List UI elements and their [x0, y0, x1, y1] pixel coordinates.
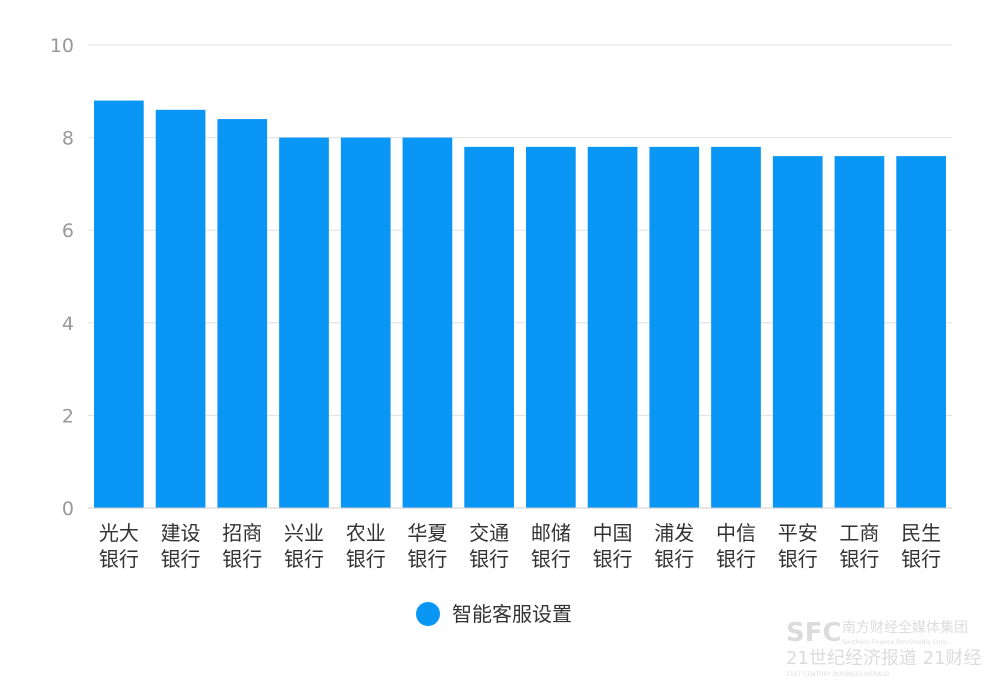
bars — [94, 100, 946, 509]
x-tick-label: 工商银行 — [839, 521, 879, 571]
x-axis-category-labels: 光大银行建设银行招商银行兴业银行农业银行华夏银行交通银行邮储银行中国银行浦发银行… — [99, 521, 941, 571]
bar[interactable] — [772, 156, 823, 508]
x-tick-label: 中信银行 — [716, 521, 756, 571]
bar[interactable] — [587, 146, 638, 509]
x-tick-label: 邮储银行 — [531, 521, 571, 571]
bar[interactable] — [526, 146, 576, 509]
x-tick-label: 农业银行 — [346, 521, 386, 571]
y-tick-label: 6 — [62, 220, 74, 242]
x-tick-label: 光大银行 — [99, 521, 139, 571]
x-tick-label: 中国银行 — [593, 521, 633, 571]
watermark: SFC 南方财经全媒体集团 Southern Finance Omnimedia… — [786, 618, 982, 678]
x-tick-label: 交通银行 — [469, 521, 509, 571]
x-tick-label: 建设银行 — [161, 521, 201, 571]
bar[interactable] — [711, 146, 761, 509]
y-tick-label: 10 — [50, 35, 74, 57]
bar[interactable] — [279, 137, 329, 508]
watermark-logo: SFC — [786, 618, 842, 648]
legend-label: 智能客服设置 — [452, 602, 572, 626]
bar[interactable] — [896, 156, 946, 508]
bar[interactable] — [217, 119, 268, 508]
bar[interactable] — [155, 109, 206, 508]
y-tick-label: 8 — [62, 128, 74, 150]
x-tick-label: 平安银行 — [778, 521, 818, 571]
bar[interactable] — [94, 100, 144, 508]
bar[interactable] — [340, 137, 391, 508]
watermark-group-name: 南方财经全媒体集团 — [842, 619, 968, 636]
legend-marker — [416, 602, 440, 626]
y-tick-label: 4 — [62, 313, 74, 335]
watermark-brand-line-en: 21ST CENTURY BUSINESS HERALD — [786, 671, 889, 678]
bar[interactable] — [834, 156, 885, 508]
y-tick-label: 2 — [62, 405, 74, 427]
y-tick-label: 0 — [62, 498, 74, 520]
x-tick-label: 浦发银行 — [654, 521, 694, 571]
bar[interactable] — [649, 146, 700, 509]
x-tick-label: 华夏银行 — [407, 521, 447, 571]
watermark-brand-line: 21世纪经济报道 21财经 — [786, 648, 982, 669]
legend[interactable]: 智能客服设置 — [416, 602, 572, 626]
x-tick-label: 民生银行 — [901, 521, 941, 571]
bar[interactable] — [402, 137, 453, 508]
y-axis-tick-labels: 0 2 4 6 8 10 — [50, 35, 74, 520]
x-tick-label: 招商银行 — [222, 521, 262, 571]
bar[interactable] — [464, 146, 514, 509]
watermark-group-name-en: Southern Finance Omnimedia Corp. — [842, 639, 949, 646]
x-tick-label: 兴业银行 — [284, 521, 324, 571]
